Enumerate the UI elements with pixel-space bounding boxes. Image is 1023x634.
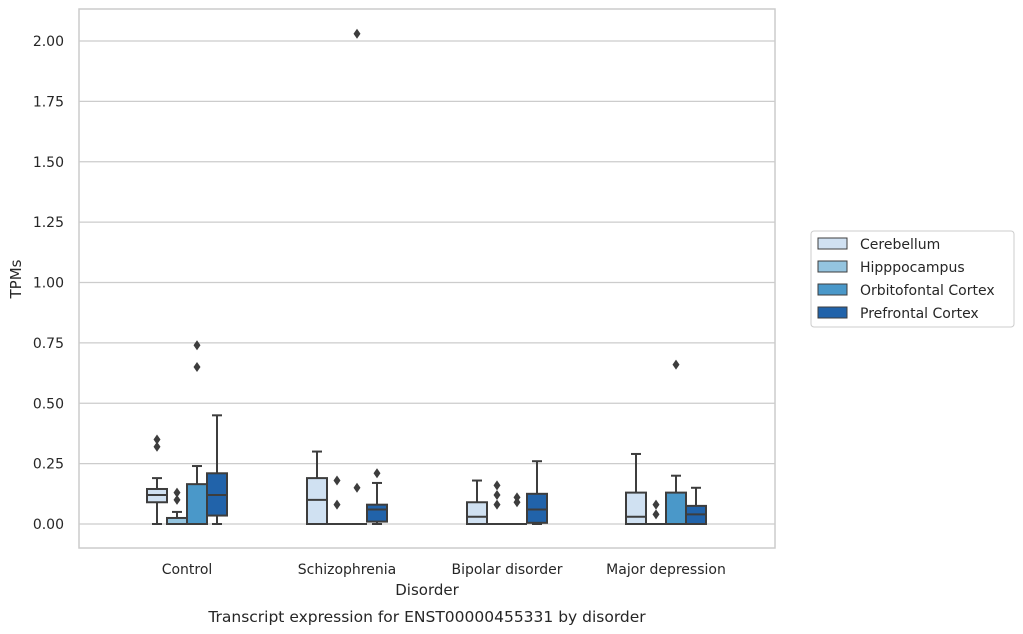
legend-swatch	[817, 260, 848, 273]
outlier-point	[672, 359, 680, 370]
box-bipolar-disorder	[466, 479, 488, 526]
box-schizophrenia	[306, 450, 328, 525]
legend-frame	[810, 230, 1015, 328]
outlier-point	[652, 499, 660, 510]
box-schizophrenia	[366, 468, 388, 525]
series-cerebellum	[146, 434, 647, 526]
box-body	[466, 501, 488, 526]
y-tick-label: 0.00	[33, 517, 64, 533]
box-control	[146, 434, 168, 525]
outlier-point	[173, 494, 181, 505]
box-major-depression	[685, 486, 707, 526]
box-schizophrenia	[327, 475, 347, 525]
x-axis-label: Disorder	[395, 581, 459, 599]
box-major-depression	[625, 452, 647, 526]
x-axis-ticks: Control Schizophrenia Bipolar disorder Majo…	[162, 562, 726, 578]
box-plot-series	[146, 28, 707, 526]
outlier-point	[333, 475, 341, 486]
box-body	[526, 492, 548, 524]
outlier-point	[353, 482, 361, 493]
y-tick-label: 2.00	[33, 34, 64, 50]
x-tick-label: Control	[162, 562, 213, 578]
x-tick-label: Major depression	[606, 562, 726, 578]
legend-label: Prefrontal Cortex	[860, 306, 979, 322]
outlier-point	[353, 28, 361, 39]
box-bipolar-disorder	[507, 492, 527, 525]
box-major-depression	[646, 499, 666, 525]
legend-item: Orbitofontal Cortex	[817, 283, 995, 299]
x-tick-label: Schizophrenia	[298, 562, 396, 578]
legend-item: Cerebellum	[817, 237, 940, 253]
box-schizophrenia	[347, 28, 367, 525]
y-tick-label: 1.75	[33, 94, 64, 110]
box-body	[366, 503, 388, 523]
outlier-point	[193, 340, 201, 351]
legend: Cerebellum Hipppocampus Orbitofontal Corte…	[810, 230, 1015, 328]
y-axis-ticks: 0.00 0.25 0.50 0.75 1.00 1.25 1.50 1.75 2.00	[33, 34, 64, 533]
chart-caption: Transcript expression for ENST0000045533…	[207, 608, 646, 626]
y-tick-label: 0.50	[33, 396, 64, 412]
outlier-point	[652, 509, 660, 520]
outlier-point	[493, 480, 501, 491]
x-tick-label: Bipolar disorder	[451, 562, 562, 578]
legend-item: Prefrontal Cortex	[817, 306, 979, 322]
outlier-point	[193, 362, 201, 373]
gridlines	[79, 40, 775, 525]
outlier-point	[513, 497, 521, 508]
y-tick-label: 1.00	[33, 276, 64, 292]
legend-label: Cerebellum	[860, 237, 940, 253]
legend-label: Hipppocampus	[860, 260, 965, 276]
legend-swatch	[817, 306, 848, 319]
box-body	[625, 491, 647, 526]
box-control	[166, 487, 188, 526]
outlier-point	[173, 487, 181, 498]
y-axis-label: TPMs	[7, 259, 25, 299]
y-tick-label: 0.25	[33, 457, 64, 473]
y-tick-label: 1.50	[33, 155, 64, 171]
box-bipolar-disorder	[526, 460, 548, 525]
box-body	[306, 477, 328, 525]
outlier-point	[333, 499, 341, 510]
y-tick-label: 1.25	[33, 215, 64, 231]
legend-item: Hipppocampus	[817, 260, 965, 276]
series-orbitofontal-cortex	[186, 28, 687, 526]
box-control	[186, 340, 208, 525]
series-hipppocampus	[166, 475, 666, 526]
series-prefrontal-cortex	[206, 414, 707, 526]
box-control	[206, 414, 228, 525]
box-major-depression	[665, 359, 687, 526]
legend-label: Orbitofontal Cortex	[860, 283, 995, 299]
outlier-point	[153, 434, 161, 445]
outlier-point	[373, 468, 381, 479]
legend-swatch	[817, 283, 848, 296]
outlier-point	[493, 490, 501, 501]
y-tick-label: 0.75	[33, 336, 64, 352]
outlier-point	[153, 441, 161, 452]
plot-frame	[78, 8, 776, 549]
box-body	[665, 491, 687, 526]
outlier-point	[493, 499, 501, 510]
box-body	[186, 483, 208, 525]
legend-swatch	[817, 237, 848, 250]
box-bipolar-disorder	[487, 480, 507, 525]
